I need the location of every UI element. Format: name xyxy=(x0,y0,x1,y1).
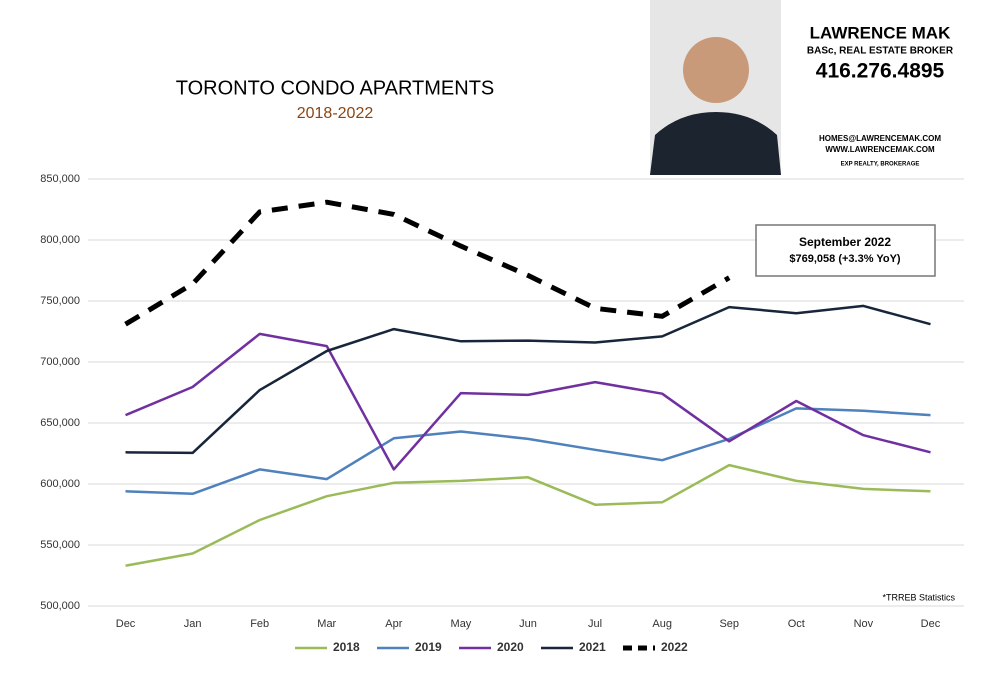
x-tick-label: May xyxy=(451,618,472,630)
legend: 2018 2019 2020 2021 2022 xyxy=(295,640,688,654)
agent-email: HOMES@LAWRENCEMAK.COM xyxy=(819,134,941,143)
x-tick-label: Apr xyxy=(385,618,402,630)
legend-label: 2020 xyxy=(497,640,524,654)
agent-phone: 416.276.4895 xyxy=(816,60,945,83)
agent-credentials: BASc, REAL ESTATE BROKER xyxy=(807,46,954,57)
chart-title: TORONTO CONDO APARTMENTS xyxy=(176,77,495,99)
series-line xyxy=(125,304,931,455)
x-tick-label: Sep xyxy=(719,618,739,630)
y-tick-label: 800,000 xyxy=(40,234,80,246)
legend-label: 2022 xyxy=(661,640,688,654)
photo-face xyxy=(683,37,749,103)
y-tick-label: 600,000 xyxy=(40,478,80,490)
y-tick-label: 750,000 xyxy=(40,295,80,307)
y-tick-label: 500,000 xyxy=(40,600,80,612)
x-tick-label: Dec xyxy=(116,618,136,630)
series-line xyxy=(124,199,731,327)
agent-website: WWW.LAWRENCEMAK.COM xyxy=(825,145,935,154)
agent-name: LAWRENCE MAK xyxy=(810,23,951,42)
legend-label: 2021 xyxy=(579,640,606,654)
x-tick-label: Nov xyxy=(854,618,874,630)
source-note: *TRREB Statistics xyxy=(882,592,955,602)
x-tick-label: Mar xyxy=(317,618,336,630)
series-line xyxy=(125,463,931,567)
x-tick-label: Jun xyxy=(519,618,537,630)
legend-label: 2018 xyxy=(333,640,360,654)
annotation-box xyxy=(755,224,936,277)
agent-card: LAWRENCE MAK BASc, REAL ESTATE BROKER 41… xyxy=(650,0,954,175)
x-tick-label: Oct xyxy=(788,618,805,630)
chart-subtitle: 2018-2022 xyxy=(297,105,374,122)
x-tick-label: Feb xyxy=(250,618,269,630)
annotation-title: September 2022 xyxy=(799,235,891,249)
x-tick-label: Jan xyxy=(184,618,202,630)
series-lines xyxy=(124,199,931,567)
agent-brokerage: EXP REALTY, BROKERAGE xyxy=(841,162,920,168)
x-tick-label: Jul xyxy=(588,618,602,630)
legend-label: 2019 xyxy=(415,640,442,654)
y-tick-label: 700,000 xyxy=(40,356,80,368)
x-tick-label: Aug xyxy=(652,618,672,630)
y-tick-label: 850,000 xyxy=(40,173,80,185)
series-line xyxy=(125,332,931,471)
photo-suit xyxy=(650,112,781,175)
x-tick-label: Dec xyxy=(921,618,941,630)
series-line xyxy=(125,407,931,496)
y-tick-label: 550,000 xyxy=(40,539,80,551)
y-tick-label: 650,000 xyxy=(40,417,80,429)
annotation-text: $769,058 (+3.3% YoY) xyxy=(789,253,901,265)
